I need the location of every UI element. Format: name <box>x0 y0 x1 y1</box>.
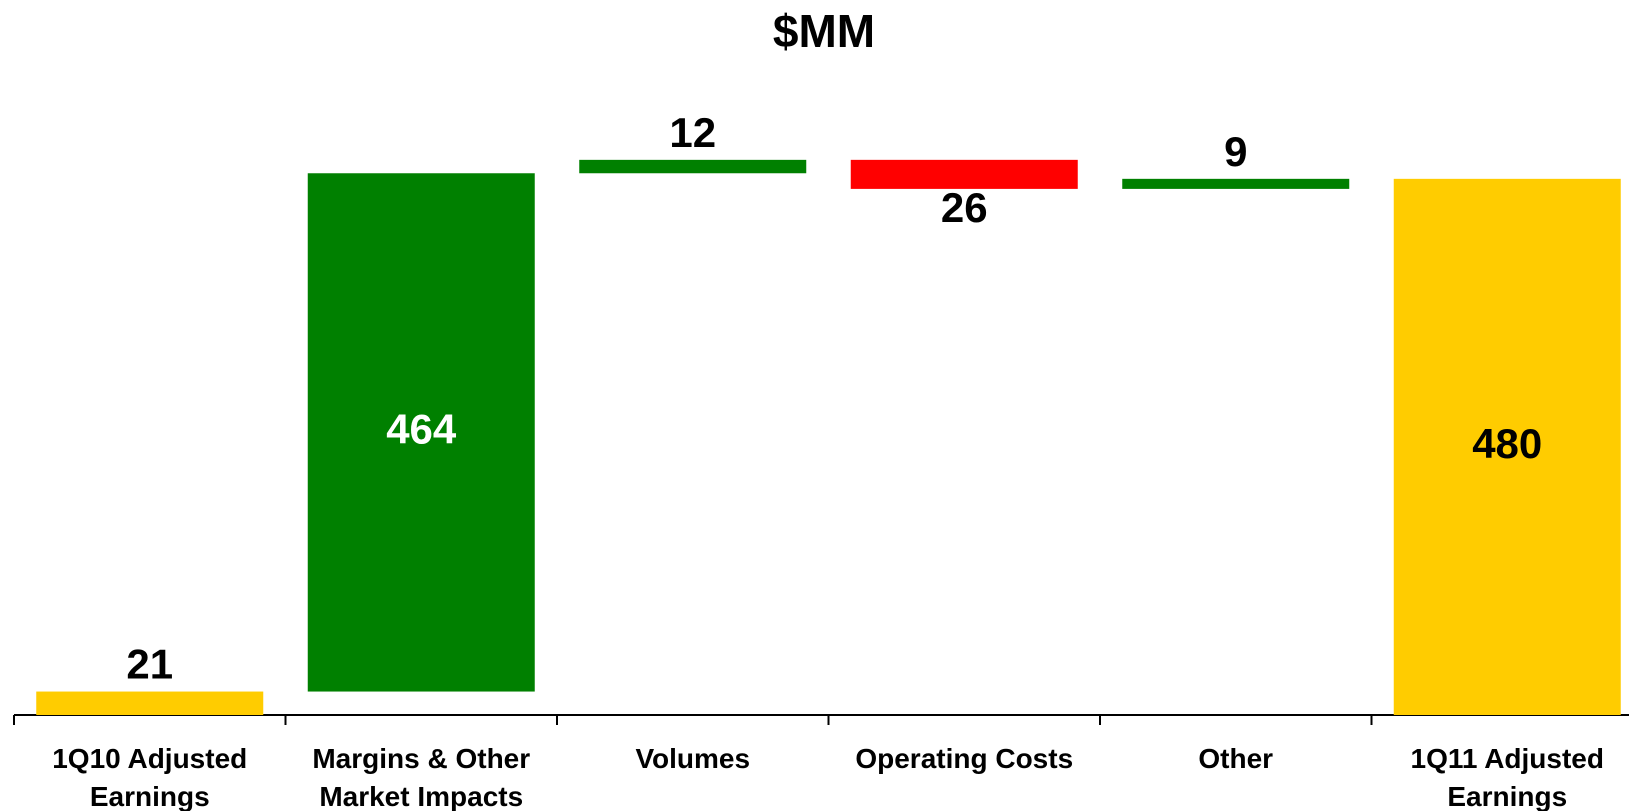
value-label: 21 <box>126 641 173 688</box>
bar <box>1393 178 1621 716</box>
bar <box>307 173 535 692</box>
bar <box>579 159 807 174</box>
x-tick-label: 1Q10 Adjusted Earnings <box>52 743 248 811</box>
x-tick-label: Margins & Other Market Impacts <box>312 743 531 811</box>
value-label: 480 <box>1472 420 1542 467</box>
x-tick-label: Operating Costs <box>855 743 1074 774</box>
x-tick-label: Other <box>1198 743 1274 774</box>
bar <box>36 691 264 715</box>
value-label: 12 <box>669 109 716 156</box>
x-tick-label: 1Q11 Adjusted Earnings <box>1410 743 1604 811</box>
bar <box>850 159 1078 189</box>
value-label: 464 <box>386 405 457 452</box>
value-label: 26 <box>941 184 988 231</box>
x-tick-label: Volumes <box>635 743 751 774</box>
bar <box>1122 178 1350 189</box>
value-label: 9 <box>1224 128 1247 175</box>
chart-title: $MM <box>773 5 875 57</box>
